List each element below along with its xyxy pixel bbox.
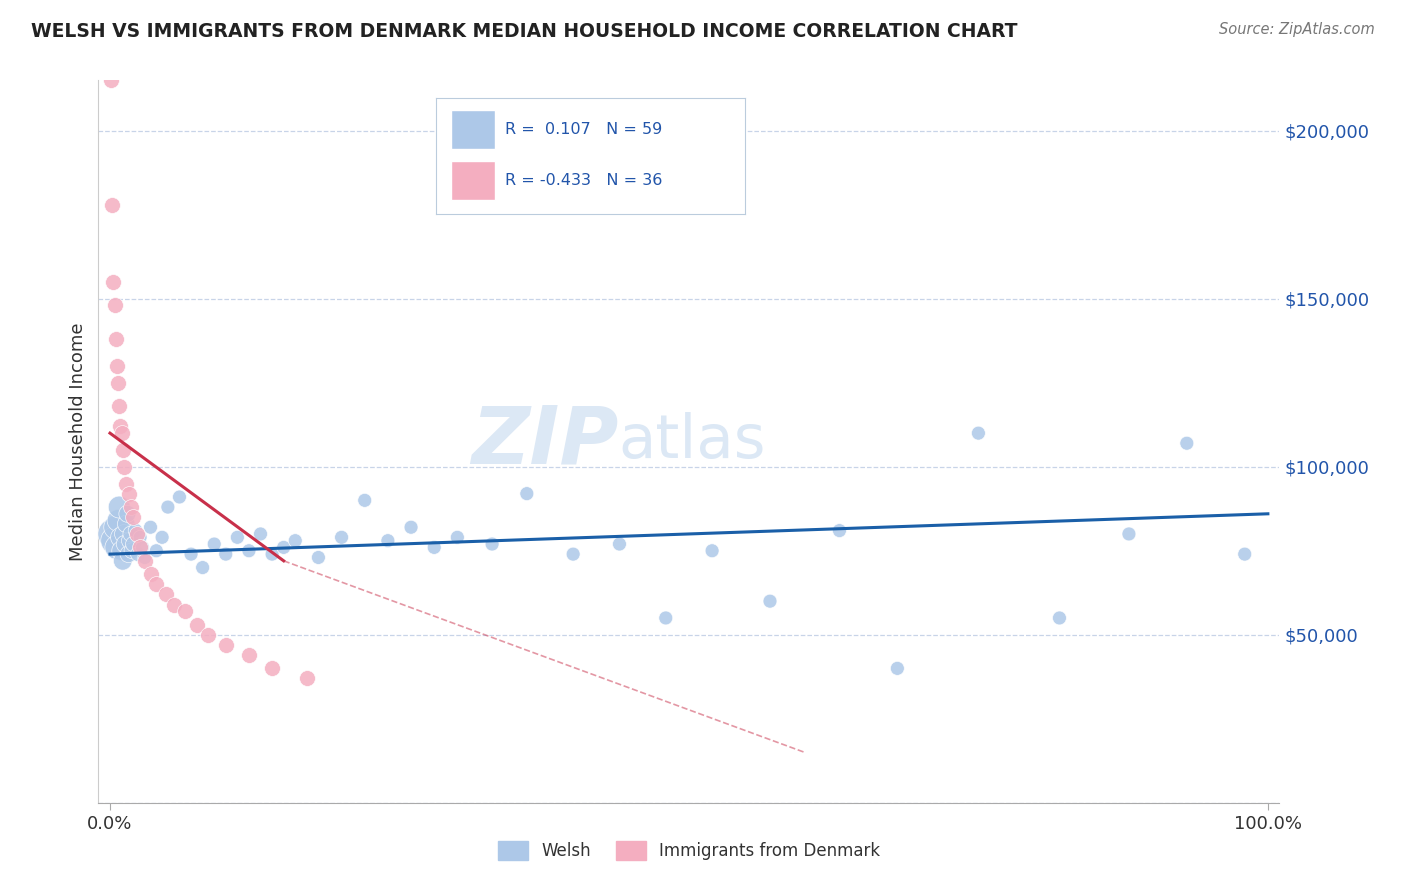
Point <box>103 527 125 541</box>
Point <box>423 541 446 555</box>
Point <box>655 611 678 625</box>
Point <box>186 617 208 632</box>
Point <box>117 486 139 500</box>
Point <box>163 598 186 612</box>
Point <box>129 541 152 555</box>
Point <box>104 332 127 346</box>
Point <box>115 516 138 531</box>
Point <box>156 500 179 514</box>
Point <box>104 533 127 548</box>
Point <box>131 541 153 555</box>
Point <box>169 490 191 504</box>
Point <box>112 527 135 541</box>
Point <box>117 547 139 561</box>
Point <box>180 547 202 561</box>
Point <box>174 604 197 618</box>
Point <box>516 486 538 500</box>
Point <box>103 275 125 289</box>
Point <box>145 543 167 558</box>
Point <box>155 587 177 601</box>
Point <box>249 527 271 541</box>
Point <box>330 530 353 544</box>
Point <box>215 547 238 561</box>
Point <box>399 520 422 534</box>
Point <box>967 426 990 441</box>
Point <box>295 672 318 686</box>
Point <box>1118 527 1140 541</box>
Point <box>284 533 307 548</box>
Point <box>139 520 162 534</box>
Text: R =  0.107   N = 59: R = 0.107 N = 59 <box>506 122 662 137</box>
Point <box>262 661 284 675</box>
Point <box>215 638 238 652</box>
Point <box>377 533 399 548</box>
Point <box>759 594 782 608</box>
Point <box>110 426 132 441</box>
Point <box>446 530 468 544</box>
Point <box>262 547 284 561</box>
Point <box>1049 611 1071 625</box>
Point <box>197 628 219 642</box>
Point <box>145 577 167 591</box>
Point <box>104 520 127 534</box>
Point <box>125 527 148 541</box>
Point <box>1233 547 1256 561</box>
Point <box>134 550 156 565</box>
Point <box>127 547 149 561</box>
Point <box>115 476 138 491</box>
Point <box>238 648 260 662</box>
Point <box>122 510 145 524</box>
Point <box>134 554 156 568</box>
Point <box>150 530 173 544</box>
Text: Source: ZipAtlas.com: Source: ZipAtlas.com <box>1219 22 1375 37</box>
Text: ZIP: ZIP <box>471 402 619 481</box>
Legend: Welsh, Immigrants from Denmark: Welsh, Immigrants from Denmark <box>491 835 887 867</box>
Point <box>101 197 124 211</box>
Point <box>609 537 631 551</box>
Point <box>108 399 131 413</box>
Text: WELSH VS IMMIGRANTS FROM DENMARK MEDIAN HOUSEHOLD INCOME CORRELATION CHART: WELSH VS IMMIGRANTS FROM DENMARK MEDIAN … <box>31 22 1018 41</box>
Y-axis label: Median Household Income: Median Household Income <box>69 322 87 561</box>
Point <box>114 537 136 551</box>
Point <box>121 543 143 558</box>
Point <box>120 500 142 514</box>
Point <box>110 530 132 544</box>
Point <box>122 537 145 551</box>
Point <box>108 500 131 514</box>
Point <box>100 73 122 87</box>
Point <box>886 661 908 675</box>
Point <box>307 550 329 565</box>
Point <box>562 547 585 561</box>
Point <box>481 537 503 551</box>
Point <box>105 541 128 555</box>
Point <box>104 298 127 312</box>
Point <box>112 459 135 474</box>
Point <box>202 537 225 551</box>
Point <box>107 514 129 528</box>
Point <box>124 524 146 538</box>
Point <box>226 530 249 544</box>
Point <box>273 541 295 555</box>
Point <box>700 543 723 558</box>
Point <box>238 543 260 558</box>
FancyBboxPatch shape <box>451 161 495 200</box>
Point <box>118 533 141 548</box>
Point <box>110 419 132 434</box>
Point <box>828 524 851 538</box>
Point <box>111 554 134 568</box>
Point <box>120 527 142 541</box>
Point <box>105 359 128 373</box>
Point <box>353 493 375 508</box>
Point <box>107 376 129 390</box>
Point <box>111 442 134 457</box>
Text: atlas: atlas <box>619 412 766 471</box>
Point <box>129 530 152 544</box>
Text: R = -0.433   N = 36: R = -0.433 N = 36 <box>506 173 662 188</box>
Point <box>117 507 139 521</box>
Point <box>191 560 214 574</box>
FancyBboxPatch shape <box>451 110 495 149</box>
Point <box>1175 436 1198 450</box>
Point <box>110 543 132 558</box>
Point <box>139 567 162 582</box>
